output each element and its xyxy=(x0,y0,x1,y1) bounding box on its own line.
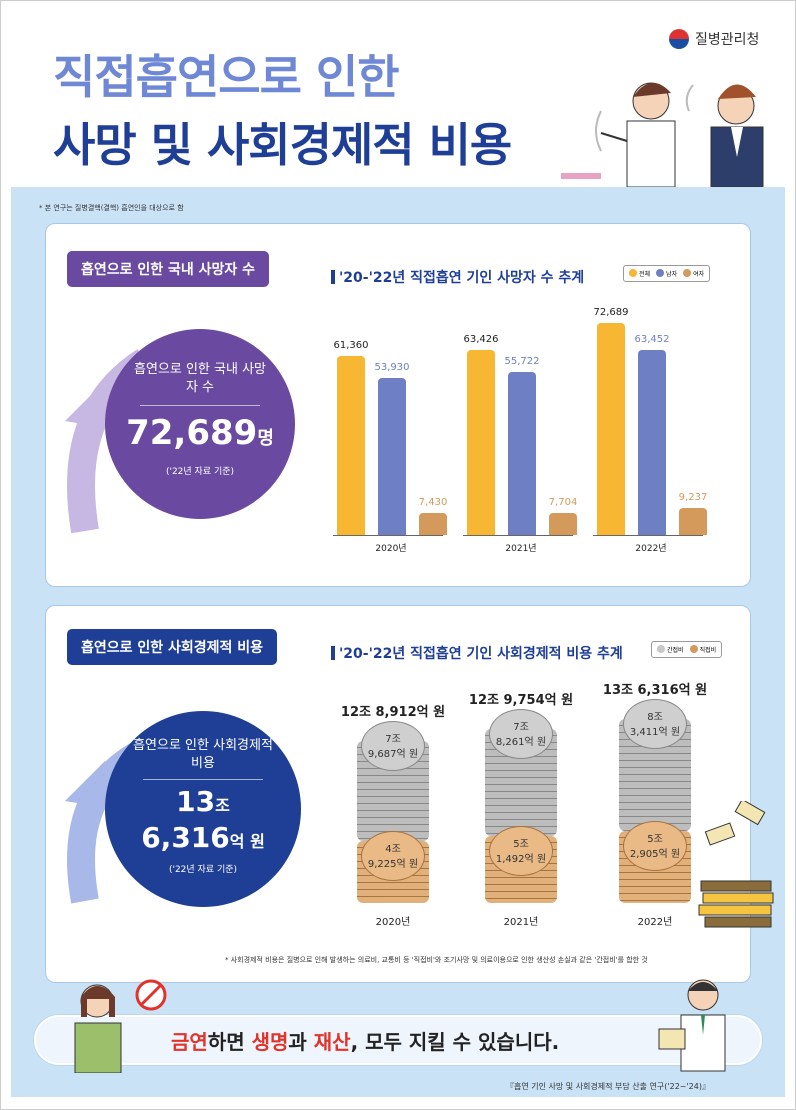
costs-summary-circle: 흡연으로 인한 사회경제적 비용 13조 6,316억 원 ('22년 자료 기… xyxy=(105,711,301,907)
money-pile-illustration xyxy=(698,801,774,928)
bar-label: 9,237 xyxy=(678,492,708,503)
bar-label: 72,689 xyxy=(593,307,629,318)
costs-footnote: * 사회경제적 비용은 질병으로 인해 발생하는 의료비, 교통비 등 '직접비… xyxy=(225,956,648,964)
bar-label: 55,722 xyxy=(504,356,540,367)
bar-남자-2020년 xyxy=(378,378,406,535)
bar-label: 7,704 xyxy=(548,497,578,508)
coin-indirect-label: 7조 8,261억 원 xyxy=(489,709,553,759)
coin-direct-label: 4조 9,225억 원 xyxy=(361,831,425,882)
agency-logo-block: 질병관리청 xyxy=(669,29,759,49)
bar-전체-2021년 xyxy=(467,350,495,535)
costs-legend: 간접비 직접비 xyxy=(651,641,723,658)
year-label: 2021년 xyxy=(505,544,537,554)
deaths-legend: 전체 남자 여자 xyxy=(623,265,711,282)
bar-여자-2022년 xyxy=(679,508,707,535)
costs-chart-title: '20-'22년 직접흡연 기인 사회경제적 비용 추계 xyxy=(331,643,623,663)
cost-total-label: 13조 6,316억 원 xyxy=(602,683,708,698)
bar-전체-2020년 xyxy=(337,356,365,535)
deaths-circle-sub: 흡연으로 인한 국내 사망자 수 xyxy=(134,362,266,395)
bar-전체-2022년 xyxy=(597,323,625,535)
agency-emblem-icon xyxy=(669,29,689,49)
coin-direct-label: 5조 1,492억 원 xyxy=(489,825,553,876)
coin-indirect-label: 7조 9,687억 원 xyxy=(361,721,425,771)
deaths-pill: 흡연으로 인한 국내 사망자 수 xyxy=(67,251,270,287)
bar-여자-2021년 xyxy=(549,513,577,535)
costs-circle-sub: 흡연으로 인한 사회경제적 비용 xyxy=(133,738,273,771)
costs-circle-unit1: 조 xyxy=(215,796,230,815)
year-label: 2022년 xyxy=(635,544,667,554)
slogan-banner xyxy=(34,1015,762,1065)
deaths-circle-ref: ('22년 자료 기준) xyxy=(165,467,235,477)
year-label: 2020년 xyxy=(375,917,411,928)
woman-illustration xyxy=(74,979,167,1073)
deaths-chart-title: '20-'22년 직접흡연 기인 사망자 수 추계 xyxy=(331,267,584,287)
bar-남자-2022년 xyxy=(638,350,666,535)
legend-direct: 직접비 xyxy=(689,645,716,654)
bar-여자-2020년 xyxy=(419,513,447,535)
legend-male: 남자 xyxy=(656,269,677,278)
x-axis-segment xyxy=(593,535,703,536)
costs-pill: 흡연으로 인한 사회경제적 비용 xyxy=(67,629,278,665)
agency-name: 질병관리청 xyxy=(695,32,760,48)
source-citation: 『흡연 기인 사망 및 사회경제적 부담 산출 연구('22~'24)』 xyxy=(506,1082,710,1091)
costs-circle-ref: ('22년 자료 기준) xyxy=(168,865,238,875)
deaths-circle-unit: 명 xyxy=(257,428,274,449)
year-label: 2022년 xyxy=(637,917,673,928)
deaths-circle-value: 72,689 xyxy=(126,413,258,453)
deaths-summary-circle: 흡연으로 인한 국내 사망자 수 72,689명 ('22년 자료 기준) xyxy=(105,329,295,519)
cost-total-label: 12조 8,912억 원 xyxy=(340,705,446,720)
year-label: 2021년 xyxy=(503,917,539,928)
top-note: * 본 연구는 질병결핵(결핵) 흡연인을 대상으로 함 xyxy=(39,204,184,212)
bar-label: 63,426 xyxy=(463,334,499,345)
smokers-illustration xyxy=(561,82,764,187)
header: 직접흡연으로 인한 사망 및 사회경제적 비용 질병관리청 xyxy=(1,1,795,187)
legend-female: 여자 xyxy=(683,269,704,278)
costs-circle-value1: 13 xyxy=(176,785,216,818)
bar-label: 61,360 xyxy=(333,340,369,351)
slogan-text: 금연하면 생명과 재산, 모두 지킬 수 있습니다. xyxy=(171,1030,560,1054)
title-line1: 직접흡연으로 인한 xyxy=(53,50,400,104)
x-axis-segment xyxy=(463,535,573,536)
legend-indirect: 간접비 xyxy=(657,645,684,654)
bar-label: 7,430 xyxy=(418,497,448,508)
bar-남자-2021년 xyxy=(508,372,536,535)
costs-circle-divider xyxy=(143,779,263,780)
cost-total-label: 12조 9,754억 원 xyxy=(468,693,574,708)
bar-label: 53,930 xyxy=(374,362,410,373)
legend-total: 전체 xyxy=(629,269,650,278)
costs-circle-unit2: 억 원 xyxy=(229,832,265,851)
title-line2: 사망 및 사회경제적 비용 xyxy=(53,118,512,172)
x-axis-segment xyxy=(333,535,443,536)
man-illustration xyxy=(658,979,726,1072)
year-label: 2020년 xyxy=(375,544,407,554)
coin-indirect-label: 8조 3,411억 원 xyxy=(623,699,687,749)
coin-direct-label: 5조 2,905억 원 xyxy=(623,821,687,872)
bar-label: 63,452 xyxy=(634,334,670,345)
deaths-circle-divider xyxy=(140,405,260,406)
costs-circle-value2: 6,316 xyxy=(141,821,230,854)
